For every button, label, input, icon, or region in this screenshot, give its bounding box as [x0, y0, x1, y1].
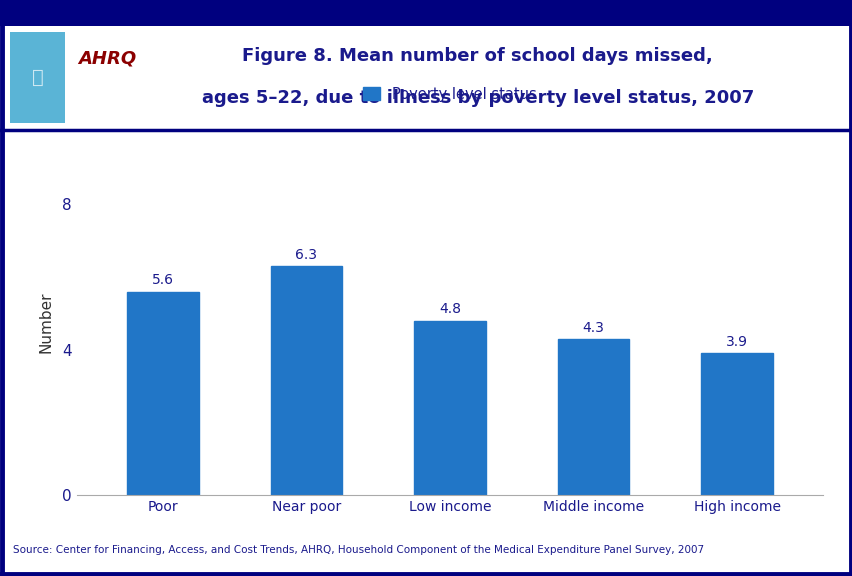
- Text: Advancing
Excellence in
Health Care: Advancing Excellence in Health Care: [84, 84, 130, 104]
- Text: Figure 8. Mean number of school days missed,: Figure 8. Mean number of school days mis…: [242, 47, 712, 65]
- Bar: [557, 339, 629, 495]
- Text: AHRQ: AHRQ: [78, 50, 136, 68]
- Text: 6.3: 6.3: [295, 248, 317, 262]
- Text: ages 5–22, due to illness by poverty level status, 2007: ages 5–22, due to illness by poverty lev…: [201, 89, 753, 108]
- Bar: [10, 32, 65, 123]
- Y-axis label: Number: Number: [39, 292, 54, 353]
- Text: Source: Center for Financing, Access, and Cost Trends, AHRQ, Household Component: Source: Center for Financing, Access, an…: [13, 545, 703, 555]
- Bar: [127, 291, 199, 495]
- Bar: [270, 266, 342, 495]
- Text: 5.6: 5.6: [152, 273, 174, 287]
- Bar: [413, 321, 486, 495]
- Text: 4.3: 4.3: [582, 321, 604, 335]
- Text: 3.9: 3.9: [725, 335, 747, 349]
- Legend: Poverty level status: Poverty level status: [357, 81, 542, 108]
- Bar: [700, 354, 772, 495]
- Text: 4.8: 4.8: [439, 302, 460, 316]
- Text: 🦅: 🦅: [32, 68, 43, 86]
